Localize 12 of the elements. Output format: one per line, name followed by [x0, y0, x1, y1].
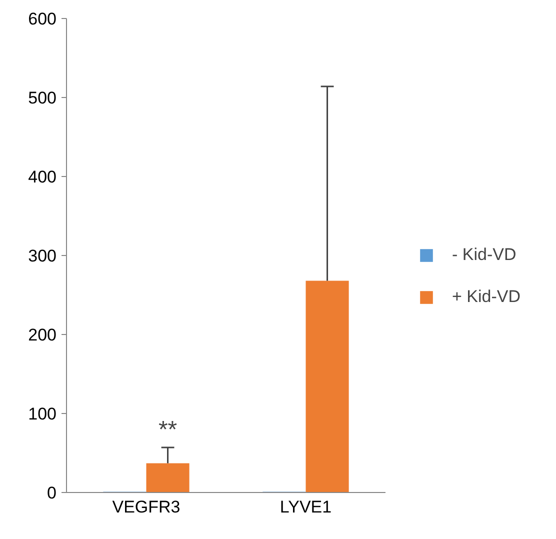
y-tick-label: 600	[28, 10, 57, 28]
y-tick-label: 400	[28, 168, 57, 186]
y-tick-label: 200	[28, 326, 57, 344]
x-tick-label: LYVE1	[280, 498, 332, 516]
y-tick-label: 500	[28, 88, 57, 108]
y-tick-label: 100	[28, 404, 57, 424]
legend-label: + Kid-VD	[452, 287, 520, 307]
y-tick-label: 300	[28, 246, 57, 266]
x-tick-label: VEGFR3	[112, 498, 180, 516]
y-tick-label: 0	[47, 484, 57, 502]
annotation: **	[158, 416, 178, 444]
legend-label: - Kid-VD	[452, 245, 516, 265]
